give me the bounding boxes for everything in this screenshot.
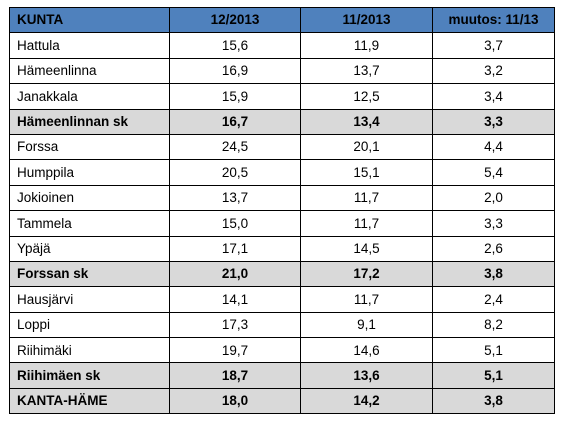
table-body: Hattula 15,6 11,9 3,7 Hämeenlinna 16,9 13,7 3,2… bbox=[9, 32, 555, 415]
table-row: Forssa 24,5 20,1 4,4 bbox=[9, 133, 555, 161]
cell-kunta: Tammela bbox=[9, 210, 170, 237]
cell-11-2013: 15,1 bbox=[300, 159, 433, 186]
cell-11-2013: 13,4 bbox=[300, 108, 433, 135]
cell-11-2013: 14,2 bbox=[300, 387, 433, 415]
cell-11-2013: 14,5 bbox=[300, 235, 433, 262]
cell-kunta: Hämeenlinnan sk bbox=[9, 108, 170, 135]
table-total-row: Riihimäen sk 18,7 13,6 5,1 bbox=[9, 362, 555, 389]
cell-12-2013: 16,9 bbox=[169, 57, 301, 85]
cell-12-2013: 21,0 bbox=[169, 260, 301, 288]
cell-kunta: Janakkala bbox=[9, 83, 170, 110]
table-row: Loppi 17,3 9,1 8,2 bbox=[9, 311, 555, 339]
table-row: Tammela 15,0 11,7 3,3 bbox=[9, 210, 555, 237]
cell-12-2013: 16,7 bbox=[169, 108, 301, 135]
cell-12-2013: 13,7 bbox=[169, 184, 301, 212]
table-total-row: Forssan sk 21,0 17,2 3,8 bbox=[9, 260, 555, 288]
cell-kunta: Forssa bbox=[9, 133, 170, 161]
table-row: Humppila 20,5 15,1 5,4 bbox=[9, 159, 555, 186]
cell-11-2013: 14,6 bbox=[300, 337, 433, 364]
cell-muutos: 5,1 bbox=[432, 362, 555, 389]
table-total-row: KANTA-HÄME 18,0 14,2 3,8 bbox=[9, 387, 555, 415]
cell-12-2013: 14,1 bbox=[169, 286, 301, 313]
cell-12-2013: 24,5 bbox=[169, 133, 301, 161]
cell-11-2013: 9,1 bbox=[300, 311, 433, 339]
cell-kunta: Forssan sk bbox=[9, 260, 170, 288]
cell-12-2013: 15,0 bbox=[169, 210, 301, 237]
cell-12-2013: 17,3 bbox=[169, 311, 301, 339]
cell-muutos: 5,4 bbox=[432, 159, 555, 186]
cell-kunta: Hämeenlinna bbox=[9, 57, 170, 85]
cell-11-2013: 11,7 bbox=[300, 184, 433, 212]
cell-muutos: 3,4 bbox=[432, 83, 555, 110]
cell-muutos: 5,1 bbox=[432, 337, 555, 364]
cell-12-2013: 19,7 bbox=[169, 337, 301, 364]
cell-muutos: 3,7 bbox=[432, 32, 555, 59]
cell-11-2013: 11,7 bbox=[300, 286, 433, 313]
cell-muutos: 8,2 bbox=[432, 311, 555, 339]
cell-muutos: 4,4 bbox=[432, 133, 555, 161]
unemployment-table: KUNTA 12/2013 11/2013 muutos: 11/13 Hatt… bbox=[9, 6, 555, 415]
cell-12-2013: 18,7 bbox=[169, 362, 301, 389]
table-row: Janakkala 15,9 12,5 3,4 bbox=[9, 83, 555, 110]
cell-muutos: 3,3 bbox=[432, 210, 555, 237]
cell-kunta: Ypäjä bbox=[9, 235, 170, 262]
cell-kunta: Jokioinen bbox=[9, 184, 170, 212]
cell-kunta: Riihimäen sk bbox=[9, 362, 170, 389]
cell-12-2013: 15,9 bbox=[169, 83, 301, 110]
cell-kunta: Loppi bbox=[9, 311, 170, 339]
table-row: Hämeenlinna 16,9 13,7 3,2 bbox=[9, 57, 555, 85]
cell-11-2013: 12,5 bbox=[300, 83, 433, 110]
cell-12-2013: 18,0 bbox=[169, 387, 301, 415]
table-total-row: Hämeenlinnan sk 16,7 13,4 3,3 bbox=[9, 108, 555, 135]
cell-11-2013: 11,9 bbox=[300, 32, 433, 59]
cell-11-2013: 20,1 bbox=[300, 133, 433, 161]
table-row: Hausjärvi 14,1 11,7 2,4 bbox=[9, 286, 555, 313]
table-header-row: KUNTA 12/2013 11/2013 muutos: 11/13 bbox=[9, 6, 555, 34]
cell-muutos: 2,4 bbox=[432, 286, 555, 313]
header-muutos: muutos: 11/13 bbox=[432, 6, 555, 34]
header-kunta: KUNTA bbox=[9, 6, 170, 34]
cell-muutos: 3,8 bbox=[432, 387, 555, 415]
cell-muutos: 3,8 bbox=[432, 260, 555, 288]
table-row: Riihimäki 19,7 14,6 5,1 bbox=[9, 337, 555, 364]
cell-12-2013: 15,6 bbox=[169, 32, 301, 59]
cell-kunta: Hattula bbox=[9, 32, 170, 59]
cell-muutos: 3,2 bbox=[432, 57, 555, 85]
table-row: Hattula 15,6 11,9 3,7 bbox=[9, 32, 555, 59]
cell-11-2013: 11,7 bbox=[300, 210, 433, 237]
cell-kunta: KANTA-HÄME bbox=[9, 387, 170, 415]
cell-muutos: 3,3 bbox=[432, 108, 555, 135]
cell-kunta: Riihimäki bbox=[9, 337, 170, 364]
cell-muutos: 2,0 bbox=[432, 184, 555, 212]
header-11-2013: 11/2013 bbox=[300, 6, 433, 34]
cell-12-2013: 20,5 bbox=[169, 159, 301, 186]
header-12-2013: 12/2013 bbox=[169, 6, 301, 34]
cell-12-2013: 17,1 bbox=[169, 235, 301, 262]
table-row: Ypäjä 17,1 14,5 2,6 bbox=[9, 235, 555, 262]
cell-11-2013: 17,2 bbox=[300, 260, 433, 288]
cell-11-2013: 13,7 bbox=[300, 57, 433, 85]
cell-kunta: Humppila bbox=[9, 159, 170, 186]
cell-kunta: Hausjärvi bbox=[9, 286, 170, 313]
cell-muutos: 2,6 bbox=[432, 235, 555, 262]
table-row: Jokioinen 13,7 11,7 2,0 bbox=[9, 184, 555, 212]
cell-11-2013: 13,6 bbox=[300, 362, 433, 389]
